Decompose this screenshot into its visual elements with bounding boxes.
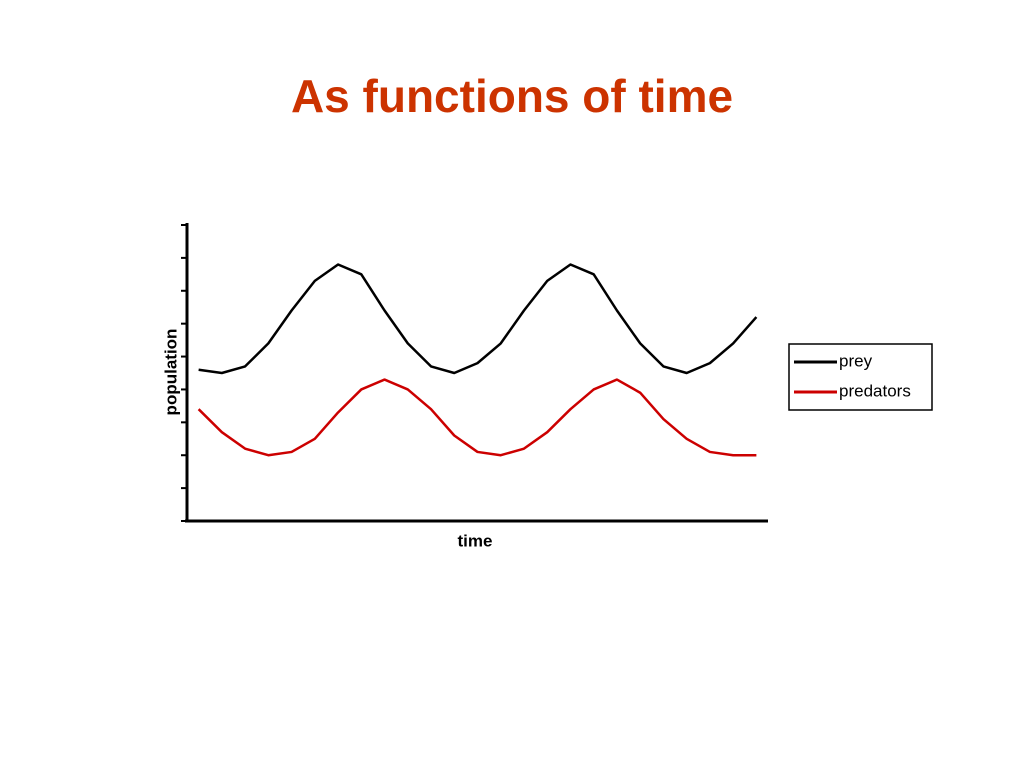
legend-label: prey: [839, 351, 873, 370]
series-line: [198, 263, 758, 375]
legend-box: [788, 343, 933, 411]
x-axis-label: time: [458, 531, 493, 550]
y-axis-label: population: [161, 329, 180, 416]
legend-label: predators: [839, 381, 911, 400]
slide-title: As functions of time: [291, 70, 733, 122]
series-line: [197, 378, 757, 457]
